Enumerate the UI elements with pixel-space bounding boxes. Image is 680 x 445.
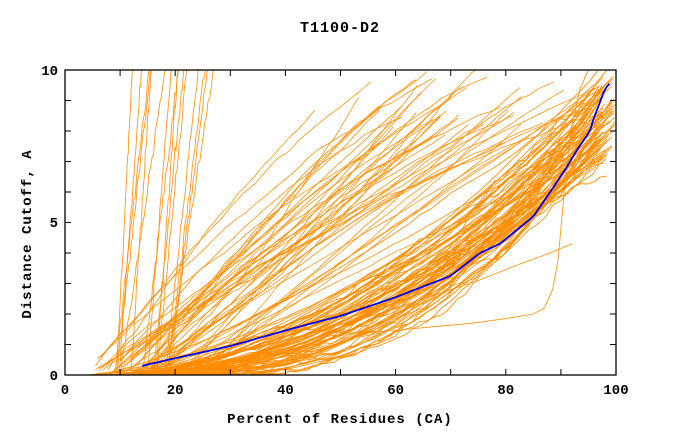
svg-text:80: 80 [497,383,514,399]
svg-text:5: 5 [50,216,58,232]
svg-text:60: 60 [387,383,404,399]
svg-text:100: 100 [603,383,628,399]
svg-text:0: 0 [61,383,69,399]
svg-text:20: 20 [167,383,184,399]
svg-text:0: 0 [50,369,58,385]
svg-text:40: 40 [277,383,294,399]
svg-text:10: 10 [41,64,58,80]
